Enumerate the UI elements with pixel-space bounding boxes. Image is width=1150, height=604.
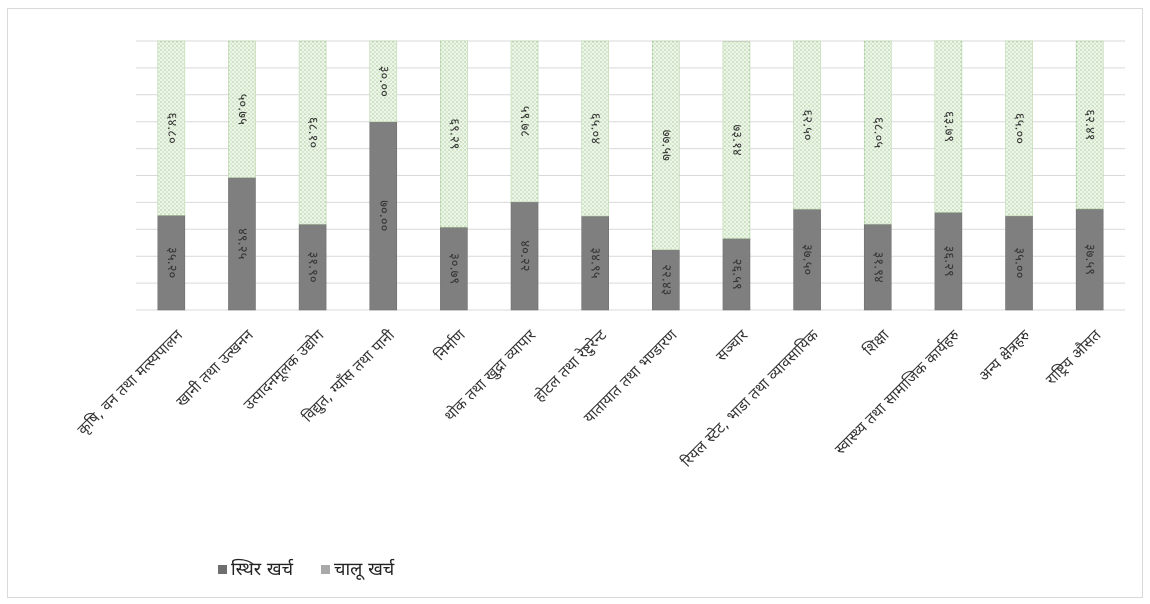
bar-current-cost [863, 40, 892, 225]
value-label-fixed-cost: ३५.०० [1012, 247, 1027, 278]
value-label-current-cost: ६४.८० [164, 113, 179, 144]
legend-swatch-fixed [218, 564, 227, 574]
value-label-current-cost: ६८.१० [305, 117, 320, 148]
bar-fixed-cost [228, 177, 256, 311]
value-label-current-cost: ५९.७८ [517, 106, 532, 137]
bar-current-cost [793, 40, 821, 210]
bar-fixed-cost [1005, 215, 1033, 311]
value-label-current-cost: ३०.०० [376, 66, 391, 97]
value-label-fixed-cost: ४९.२५ [234, 228, 249, 259]
value-label-current-cost: ६५.०४ [588, 113, 603, 144]
value-label-fixed-cost: २२.४३ [658, 264, 673, 295]
gridlines [136, 40, 1125, 311]
bar-current-cost [1075, 40, 1104, 210]
value-label-fixed-cost: ३६.२९ [941, 246, 956, 277]
bar-fixed-cost [652, 249, 680, 311]
bar-current-cost [581, 40, 609, 217]
category-label: रियल स्टेट, भाडा तथा व्यावसायिक [678, 326, 823, 471]
category-label: कृषि, वन तथा मत्स्यपालन [74, 326, 188, 440]
bar-current-cost [369, 40, 398, 122]
legend-item-current: चालू खर्च [321, 557, 394, 581]
category-labels: कृषि, वन तथा मत्स्यपालनखानी तथा उत्खननउत… [74, 325, 1105, 470]
value-label-current-cost: ६३.७९ [941, 111, 956, 142]
bar-current-cost [298, 40, 327, 225]
value-label-current-cost: ६५.०० [1012, 113, 1027, 144]
value-label-current-cost: ७७.५७ [658, 130, 673, 161]
value-label-fixed-cost: ३१.९४ [870, 251, 885, 282]
value-label-fixed-cost: ३४.९५ [588, 247, 603, 278]
bar-current-cost [157, 40, 186, 216]
bar-fixed-cost [440, 226, 468, 311]
value-label-fixed-cost: ३०.७९ [446, 253, 461, 284]
value-label-fixed-cost: २६.५९ [729, 259, 744, 290]
stacked-bar-chart: ३५.२० ६४.८० ४९.२५ ५०.७५ ३१.९० ६८.१० ७०.०० ३०.००… [74, 40, 1125, 471]
value-labels: ३५.२० ६४.८० ४९.२५ ५०.७५ ३१.९० ६८.१० ७०.०० ३०.००… [164, 66, 1097, 296]
value-label-fixed-cost: ३७.५९ [1082, 244, 1097, 275]
value-label-fixed-cost: ३५.२० [164, 247, 179, 278]
category-label: राष्ट्रिय औसत [1042, 326, 1105, 389]
legend-label-fixed: स्थिर खर्च [231, 559, 294, 580]
bar-fixed-cost [863, 223, 892, 311]
bar-fixed-cost [793, 208, 821, 311]
value-label-current-cost: ५०.७५ [234, 94, 249, 125]
category-label: अन्य क्षेत्रहरु [975, 325, 1035, 385]
legend-label-current: चालू खर्च [334, 559, 395, 580]
bar-current-cost [934, 40, 963, 213]
bar-current-cost [228, 40, 256, 178]
bar-current-cost [510, 40, 539, 203]
value-label-fixed-cost: ४०.२२ [517, 240, 532, 271]
legend: स्थिर खर्च चालू खर्च [218, 557, 394, 581]
category-label: निर्माण [431, 325, 470, 364]
bar-fixed-cost [1075, 208, 1104, 311]
bar-fixed-cost [581, 215, 609, 311]
value-label-current-cost: ६८.०५ [870, 117, 885, 148]
value-label-current-cost: ६२.५० [800, 109, 815, 140]
category-label: स्वास्थ्य तथा सामाजिक कार्यहरु [831, 325, 964, 458]
value-label-fixed-cost: ३१.९० [305, 252, 320, 283]
value-label-current-cost: ६९.२९ [446, 118, 461, 149]
bar-current-cost [440, 40, 468, 228]
legend-swatch-current [321, 564, 331, 574]
bar-fixed-cost [934, 212, 963, 311]
value-label-current-cost: ६२.४१ [1082, 109, 1097, 140]
value-label-fixed-cost: ७०.०० [376, 200, 391, 231]
category-label: सञ्चार [712, 325, 751, 364]
bar-fixed-cost [157, 215, 186, 311]
bar-fixed-cost [510, 201, 539, 311]
bar-current-cost [722, 41, 751, 239]
bars [157, 40, 1104, 311]
value-label-current-cost: ७३.१४ [729, 125, 744, 156]
category-label: शिक्षा [860, 325, 894, 359]
chart-frame: ३५.२० ६४.८० ४९.२५ ५०.७५ ३१.९० ६८.१० ७०.०० ३०.००… [7, 8, 1143, 598]
legend-item-fixed: स्थिर खर्च [218, 557, 293, 581]
bar-current-cost [652, 40, 680, 250]
bar-current-cost [1005, 40, 1033, 217]
bar-fixed-cost [298, 223, 327, 311]
value-label-fixed-cost: ३७.५० [800, 244, 815, 275]
